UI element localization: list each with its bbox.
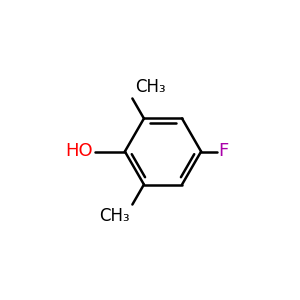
Text: F: F (218, 142, 229, 160)
Text: HO: HO (65, 142, 93, 160)
Text: CH₃: CH₃ (99, 207, 130, 225)
Text: CH₃: CH₃ (135, 78, 165, 96)
